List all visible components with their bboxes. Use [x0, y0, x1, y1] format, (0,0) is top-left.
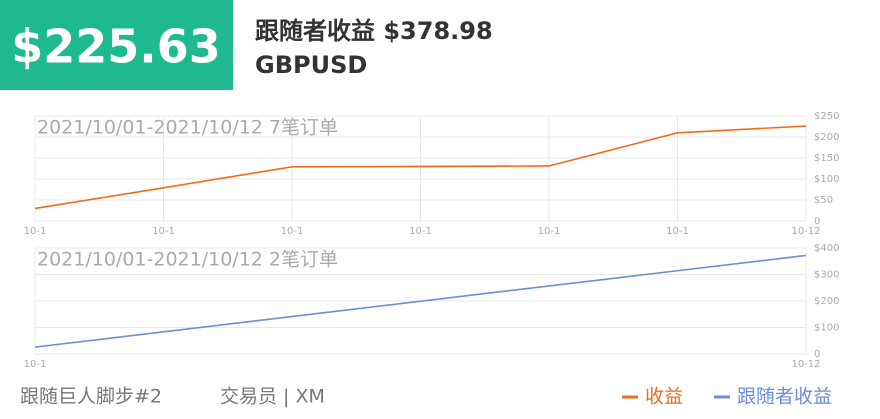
x-tick-label: 10-1: [538, 226, 561, 237]
y-tick-label: 0: [814, 349, 820, 360]
footer-trader: 交易员 | XM: [220, 386, 325, 408]
y-tick-label: $400: [814, 243, 839, 254]
x-tick-label: 10-1: [24, 226, 47, 237]
x-tick-label: 10-1: [409, 226, 432, 237]
legend-label: 收益: [645, 386, 683, 408]
y-tick-label: $50: [814, 195, 833, 206]
y-tick-label: $100: [814, 323, 839, 334]
chart-subtitle: 2021/10/01-2021/10/12 2笔订单: [37, 249, 338, 271]
line: [34, 125, 807, 210]
chart-subtitle: 2021/10/01-2021/10/12 7笔订单: [37, 117, 338, 139]
x-tick-label: 10-12: [791, 359, 820, 370]
y-tick-label: $200: [814, 132, 839, 143]
x-tick-label: 10-1: [152, 226, 175, 237]
x-tick-label: 10-1: [24, 359, 47, 370]
line: [34, 254, 807, 348]
y-tick-label: $200: [814, 296, 839, 307]
x-tick-label: 10-1: [281, 226, 304, 237]
title: 跟随者收益 $378.98: [255, 17, 493, 45]
x-tick-label: 10-12: [791, 226, 820, 237]
y-tick-label: $150: [814, 153, 839, 164]
legend-label: 跟随者收益: [737, 386, 832, 408]
amount: $225.63: [11, 20, 221, 74]
y-tick-label: $250: [814, 111, 839, 122]
amount-box: [0, 0, 233, 90]
x-tick-label: 10-1: [666, 226, 689, 237]
footer-name: 跟随巨人脚步#2: [20, 386, 162, 408]
y-tick-label: 0: [814, 216, 820, 227]
y-tick-label: $100: [814, 174, 839, 185]
symbol: GBPUSD: [255, 51, 367, 79]
y-tick-label: $300: [814, 270, 839, 281]
